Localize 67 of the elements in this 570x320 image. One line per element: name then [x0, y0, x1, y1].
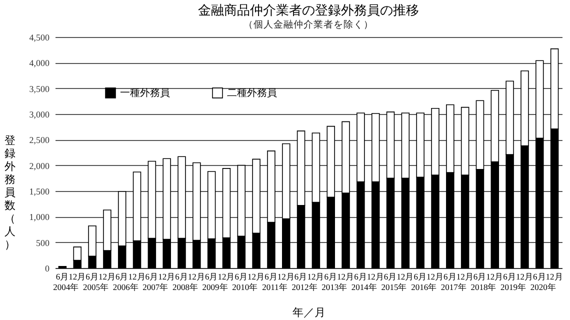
x-tick-label: 12月: [98, 272, 116, 282]
x-tick-label: 6月: [294, 272, 308, 282]
y-tick-label: 2,500: [29, 135, 50, 146]
x-tick-label: 6月: [473, 272, 487, 282]
x-tick-label: 6月: [533, 272, 546, 282]
x-tick-label: 6月: [444, 272, 457, 282]
legend-label: 一種外務員: [120, 86, 170, 99]
chart-title: 金融商品仲介業者の登録外務員の推移: [198, 2, 419, 18]
x-tick-label: 12月: [277, 272, 295, 282]
x-tick-label: 12月: [366, 272, 384, 282]
x-tick-label: 6月: [204, 272, 218, 282]
text: 2015年: [381, 282, 408, 292]
text: 2017年: [440, 282, 467, 292]
text: 2008年: [172, 282, 198, 292]
x-tick-label: 12月: [218, 272, 236, 282]
text: 2012年: [292, 282, 318, 292]
x-tick-label: 6月: [354, 272, 368, 282]
chart-subtitle: （個人金融仲介業者を除く）: [244, 18, 374, 30]
y-tick-label: 1,500: [29, 186, 50, 196]
x-tick-label: 12月: [307, 272, 325, 282]
x-tick-label: 12月: [546, 272, 564, 282]
text: 2006年: [112, 282, 139, 292]
text: 2018年: [470, 282, 497, 292]
y-tick-label: 500: [36, 238, 50, 248]
x-tick-label: 6月: [86, 272, 99, 282]
x-tick-label: 12月: [426, 272, 444, 282]
x-tick-label: 12月: [516, 272, 534, 282]
x-tick-label: 12月: [248, 272, 266, 282]
text: 2020年: [530, 282, 556, 292]
x-tick-label: 6月: [175, 272, 188, 282]
y-tick-label: 2,000: [29, 160, 50, 171]
text: 2011年: [262, 282, 288, 292]
x-tick-label: 12月: [128, 272, 146, 282]
x-axis-title: 年／月: [292, 307, 326, 319]
x-tick-label: 12月: [396, 272, 414, 282]
x-tick-label: 6月: [503, 272, 516, 282]
y-tick-label: 3,000: [29, 110, 50, 120]
text: 2019年: [500, 282, 527, 292]
x-tick-label: 6月: [384, 272, 398, 282]
x-tick-label: 12月: [68, 272, 86, 282]
y-tick-label: 0: [45, 264, 50, 274]
x-tick-label: 12月: [158, 272, 176, 282]
x-tick-label: 6月: [414, 272, 427, 282]
x-tick-label: 12月: [456, 272, 474, 282]
x-tick-label: 6月: [56, 272, 70, 282]
text: 2016年: [411, 282, 438, 292]
x-tick-label: 6月: [234, 272, 248, 282]
text: 2004年: [53, 282, 80, 292]
x-tick-label: 12月: [188, 272, 206, 282]
text: 登録外務員数（人）: [4, 135, 16, 251]
x-tick-label: 12月: [337, 272, 355, 282]
x-tick-label: 6月: [145, 272, 159, 282]
y-tick-label: 3,500: [29, 84, 50, 94]
x-tick-label: 6月: [324, 272, 338, 282]
text: 2005年: [83, 282, 110, 292]
text: 2014年: [351, 282, 378, 292]
text: 2010年: [232, 282, 258, 292]
y-tick-label: 4,000: [29, 58, 50, 68]
x-tick-label: 6月: [115, 272, 129, 282]
text: 2009年: [202, 282, 228, 292]
y-tick-label: 1,000: [29, 212, 50, 222]
text: 2013年: [322, 282, 348, 292]
x-tick-label: 6月: [264, 272, 278, 282]
text: 2007年: [142, 282, 169, 292]
y-tick-label: 4,500: [29, 32, 50, 42]
legend-label: 二種外務員: [227, 86, 277, 99]
x-tick-label: 12月: [486, 272, 504, 282]
